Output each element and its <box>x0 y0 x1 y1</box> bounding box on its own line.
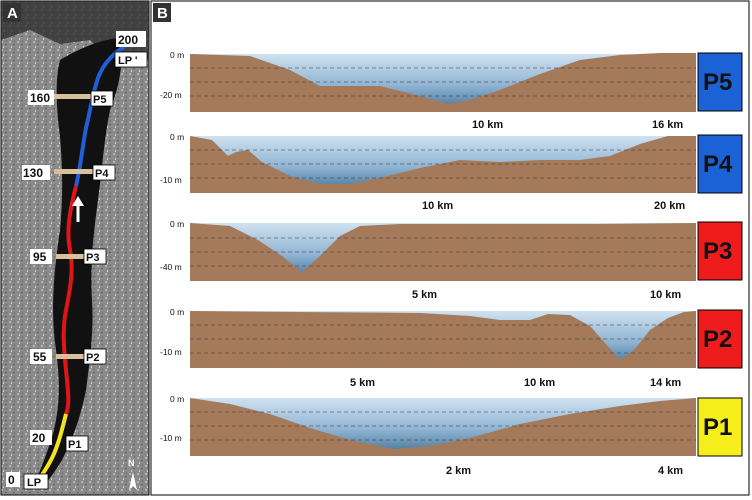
map-label-p3: P3 <box>86 252 99 264</box>
map-km-labels: 200 160 130 95 55 20 0 <box>6 31 146 487</box>
distance-label: 20 km <box>654 200 685 212</box>
map-km-0: 0 <box>8 473 15 487</box>
map-km-200: 200 <box>118 33 138 47</box>
profile-badge-label: P1 <box>703 414 732 441</box>
profile-marker-p5 <box>54 94 94 99</box>
panel-a-letter: A <box>7 5 18 22</box>
map-km-95: 95 <box>33 250 47 264</box>
panel-a: N 200 160 130 95 55 20 0 P5 <box>0 0 150 496</box>
lp-top-label: LP ' <box>118 55 138 67</box>
map-label-p5: P5 <box>93 94 106 106</box>
profile-badge-label: P2 <box>703 326 732 353</box>
route-red <box>61 185 78 415</box>
north-arrow-icon: N <box>128 458 137 490</box>
depth-label: 0 m <box>170 219 184 229</box>
profile-marker-p2 <box>56 354 84 359</box>
profile-p1: 0 m -10 m 2 km 4 km P1 <box>160 394 743 477</box>
panel-b-letter-box <box>153 3 171 22</box>
lp-bottom-label: LP <box>27 477 41 489</box>
terrain-p4 <box>190 136 696 193</box>
distance-label: 5 km <box>412 289 437 301</box>
map-km-55: 55 <box>33 350 47 364</box>
depth-label: 0 m <box>170 132 184 142</box>
route-yellow <box>38 413 68 480</box>
profile-badge-p3 <box>697 221 743 281</box>
profile-marker-p3 <box>56 254 84 259</box>
compass-label: N <box>128 458 135 468</box>
profile-p5: 0 m -20 m 10 km 16 km P5 <box>160 50 743 131</box>
map-label-p2: P2 <box>86 352 99 364</box>
profile-badge-p4 <box>697 134 743 194</box>
flow-arrow-icon <box>72 196 84 222</box>
profile-badge-p1 <box>697 397 743 457</box>
profile-badge-p5 <box>697 52 743 112</box>
panel-b: B 0 m -20 m 10 km 16 km P5 0 m -10 m 10 … <box>150 0 750 496</box>
map-km-160: 160 <box>30 91 50 105</box>
depth-label: 0 m <box>170 50 184 60</box>
lp-top-box <box>114 51 148 68</box>
terrain-p1 <box>190 398 696 456</box>
distance-label: 10 km <box>650 289 681 301</box>
profile-p3: 0 m -40 m 5 km 10 km P3 <box>160 219 743 301</box>
profile-p4: 0 m -10 m 10 km 20 km P4 <box>160 132 743 212</box>
map-label-p1: P1 <box>68 439 81 451</box>
depth-label: -40 m <box>160 262 182 272</box>
distance-label: 2 km <box>446 465 471 477</box>
panel-b-letter: B <box>157 5 168 22</box>
lp-bottom-box <box>23 473 49 490</box>
panel-a-letter-box <box>3 3 21 22</box>
map-km-20: 20 <box>32 431 46 445</box>
distance-label: 10 km <box>524 377 555 389</box>
depth-label: 0 m <box>170 307 184 317</box>
depth-label: -10 m <box>160 433 182 443</box>
profile-marker-p4 <box>54 169 94 174</box>
profile-badge-label: P3 <box>703 238 732 265</box>
profile-badge-label: P5 <box>703 69 732 96</box>
distance-label: 16 km <box>652 119 683 131</box>
lake-body <box>34 38 122 486</box>
map-profile-labels: P5 P4 P3 P2 P1 <box>65 90 116 452</box>
depth-label: -10 m <box>160 175 182 185</box>
distance-label: 4 km <box>658 465 683 477</box>
distance-label: 10 km <box>422 200 453 212</box>
map-label-p4: P4 <box>95 168 109 180</box>
depth-label: 0 m <box>170 394 184 404</box>
profile-badge-p2 <box>697 309 743 369</box>
map-km-130: 130 <box>23 166 43 180</box>
depth-label: -20 m <box>160 90 182 100</box>
depth-label: -10 m <box>160 347 182 357</box>
distance-label: 10 km <box>472 119 503 131</box>
distance-label: 5 km <box>350 377 375 389</box>
distance-label: 14 km <box>650 377 681 389</box>
profile-badge-label: P4 <box>703 151 733 178</box>
profile-p2: 0 m -10 m 5 km 10 km 14 km P2 <box>160 307 743 389</box>
